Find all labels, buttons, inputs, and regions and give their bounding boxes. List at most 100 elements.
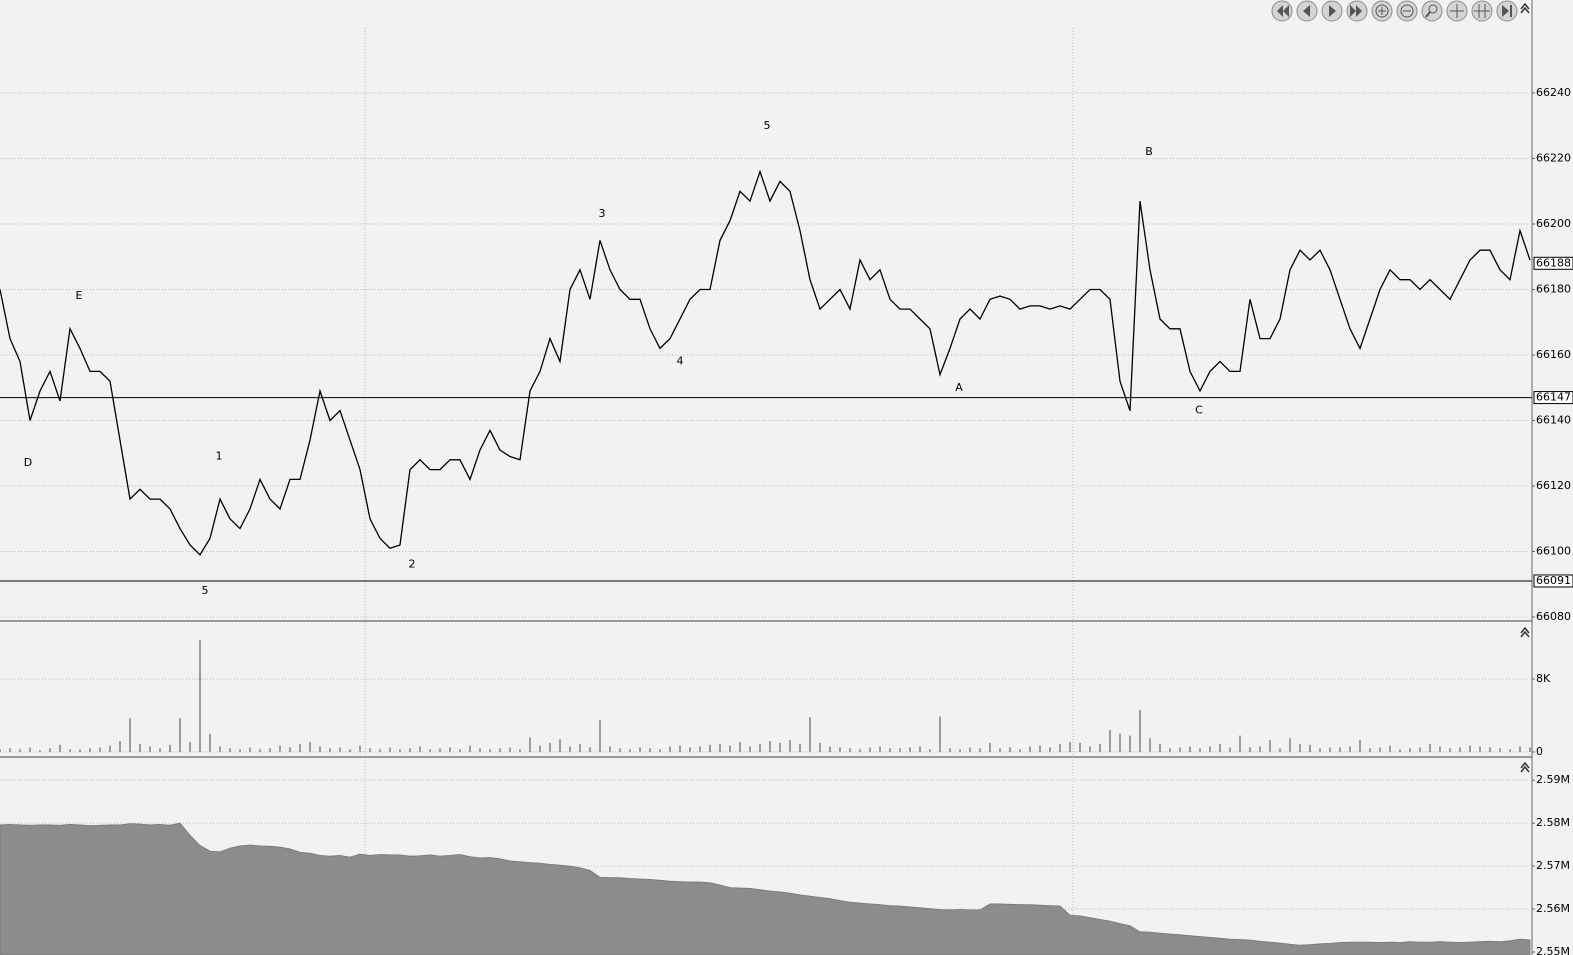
volume-bar	[229, 748, 231, 752]
volume-bar	[1459, 747, 1461, 752]
volume-bar	[769, 741, 771, 752]
expand-button[interactable]	[1446, 0, 1468, 22]
wave-label: D	[24, 456, 32, 469]
wave-label: A	[955, 381, 963, 394]
volume-bar	[979, 748, 981, 752]
volume-bar	[1109, 730, 1111, 752]
volume-bar	[839, 747, 841, 752]
volume-bar	[1209, 746, 1211, 752]
collapse-button[interactable]	[1520, 626, 1530, 638]
volume-bar	[429, 749, 431, 752]
volume-bar	[699, 746, 701, 752]
volume-bar	[419, 746, 421, 752]
compress-button[interactable]	[1471, 0, 1493, 22]
toolbar	[1271, 0, 1530, 22]
volume-bar	[1149, 738, 1151, 752]
volume-bar	[919, 746, 921, 752]
volume-bar	[969, 747, 971, 752]
volume-bar	[1329, 747, 1331, 752]
wave-label: 2	[409, 558, 416, 571]
price-label: 66147	[1536, 391, 1571, 404]
volume-bar	[549, 742, 551, 752]
volume-bar	[269, 748, 271, 752]
volume-bar	[129, 718, 131, 752]
volume-bar	[1509, 749, 1511, 752]
volume-bar	[149, 746, 151, 752]
volume-bar	[1089, 746, 1091, 752]
volume-bar	[109, 745, 111, 752]
volume-bar	[309, 741, 311, 752]
volume-bar	[719, 743, 721, 752]
volume-bar	[189, 741, 191, 752]
scroll-forward-button[interactable]	[1321, 0, 1343, 22]
zoom-out-button[interactable]	[1396, 0, 1418, 22]
volume-bar	[519, 749, 521, 752]
volume-bar	[889, 748, 891, 752]
y-tick-label: 2.55M	[1536, 945, 1570, 955]
zoom-in-button[interactable]	[1371, 0, 1393, 22]
y-tick-label: 66180	[1536, 283, 1571, 296]
volume-bar	[1319, 748, 1321, 752]
volume-bar	[339, 747, 341, 752]
scroll-back-button[interactable]	[1296, 0, 1318, 22]
volume-bar	[279, 745, 281, 752]
volume-bar	[1369, 748, 1371, 752]
go-last-button[interactable]	[1496, 0, 1518, 22]
volume-bar	[619, 748, 621, 752]
collapse-button[interactable]	[1520, 2, 1530, 14]
volume-bar	[1099, 743, 1101, 752]
volume-bar	[1059, 743, 1061, 752]
volume-bar	[1529, 747, 1531, 752]
y-tick-label: 66140	[1536, 414, 1571, 427]
volume-bar	[499, 748, 501, 752]
wave-label: 1	[216, 450, 223, 463]
volume-bar	[1259, 746, 1261, 752]
volume-bar	[319, 746, 321, 752]
volume-bar	[1069, 741, 1071, 752]
volume-bar	[529, 737, 531, 752]
volume-bar	[59, 744, 61, 752]
volume-bar	[1379, 747, 1381, 752]
y-tick-label: 66100	[1536, 545, 1571, 558]
volume-bar	[99, 747, 101, 752]
volume-bar	[169, 744, 171, 752]
volume-bar	[879, 746, 881, 752]
wave-label: 5	[202, 584, 209, 597]
volume-bar	[739, 741, 741, 752]
collapse-button[interactable]	[1520, 761, 1530, 773]
wave-label: E	[76, 289, 83, 302]
volume-bar	[0, 749, 1, 752]
volume-bar	[589, 747, 591, 752]
volume-bar	[669, 746, 671, 752]
price-label: 66091	[1536, 574, 1571, 587]
volume-bar	[259, 749, 261, 752]
zoom-fit-button[interactable]	[1421, 0, 1443, 22]
area	[0, 822, 1531, 955]
y-tick-label: 2.59M	[1536, 773, 1570, 786]
volume-bar	[909, 747, 911, 752]
volume-bar	[849, 748, 851, 752]
scroll-start-button[interactable]	[1271, 0, 1293, 22]
volume-bar	[1079, 742, 1081, 752]
volume-bar	[539, 745, 541, 752]
volume-bar	[1469, 745, 1471, 752]
wave-label: C	[1195, 404, 1203, 417]
scroll-end-button[interactable]	[1346, 0, 1368, 22]
volume-bar	[809, 717, 811, 752]
wave-label: 5	[764, 119, 771, 132]
volume-bar	[1439, 746, 1441, 752]
volume-bar	[359, 745, 361, 752]
volume-bar	[219, 746, 221, 752]
volume-bar	[1409, 748, 1411, 752]
volume-bar	[159, 748, 161, 752]
volume-bar	[1229, 747, 1231, 752]
volume-bar	[289, 747, 291, 752]
volume-bar	[69, 749, 71, 752]
volume-bar	[179, 718, 181, 752]
volume-bar	[119, 741, 121, 752]
wave-label: 3	[599, 207, 606, 220]
last-price-label: 66188	[1536, 256, 1571, 269]
volume-bar	[779, 742, 781, 752]
volume-bar	[1339, 747, 1341, 752]
